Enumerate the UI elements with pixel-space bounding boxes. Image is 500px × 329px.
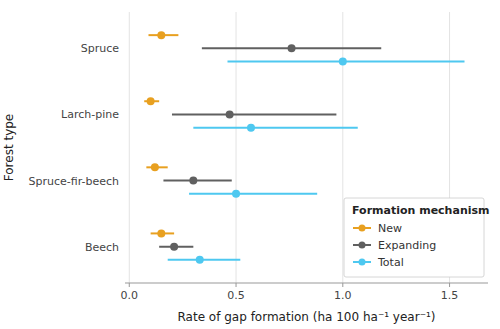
legend: Formation mechanism New Expanding Total xyxy=(344,198,490,277)
tick xyxy=(449,283,450,287)
y-axis: Spruce Larch-pine Spruce-fir-beech Beech xyxy=(29,42,120,253)
tick-label: Larch-pine xyxy=(61,108,119,121)
tick xyxy=(342,283,343,287)
x-axis-label: Rate of gap formation (ha 100 ha⁻¹ year⁻… xyxy=(178,310,436,324)
point xyxy=(147,97,155,105)
interval xyxy=(172,113,336,115)
legend-entry: Total xyxy=(377,256,404,269)
chart: 0.0 0.5 1.0 1.5 Rate of gap formation (ha 10… xyxy=(0,0,500,329)
legend-swatch xyxy=(359,225,366,232)
legend-entry: New xyxy=(378,222,402,235)
tick-label: 1.5 xyxy=(441,289,459,302)
axis-line xyxy=(125,283,488,284)
interval xyxy=(193,127,357,129)
point xyxy=(157,229,165,237)
point xyxy=(157,31,165,39)
grid xyxy=(129,12,449,283)
interval xyxy=(189,193,317,195)
point xyxy=(196,256,204,264)
legend-title: Formation mechanism xyxy=(352,204,490,217)
interval xyxy=(168,259,241,261)
grid-line xyxy=(129,12,130,283)
point xyxy=(339,58,347,66)
tick-label: 1.0 xyxy=(334,289,352,302)
point xyxy=(288,44,296,52)
point xyxy=(232,190,240,198)
y-axis-label: Forest type xyxy=(2,114,16,181)
point xyxy=(247,124,255,132)
x-axis: 0.0 0.5 1.0 1.5 xyxy=(121,283,488,302)
grid-line xyxy=(342,12,343,283)
tick-label: Beech xyxy=(85,241,119,254)
tick-label: Spruce xyxy=(81,42,120,55)
series xyxy=(144,31,178,237)
point xyxy=(226,110,234,118)
tick xyxy=(129,283,130,287)
point xyxy=(151,163,159,171)
legend-swatch xyxy=(359,259,366,266)
interval xyxy=(163,180,231,182)
legend-entry: Expanding xyxy=(378,239,436,252)
tick-label: Spruce-fir-beech xyxy=(29,175,120,188)
tick-label: 0.5 xyxy=(227,289,245,302)
legend-swatch xyxy=(359,242,366,249)
point xyxy=(189,177,197,185)
tick-label: 0.0 xyxy=(121,289,139,302)
grid-line xyxy=(236,12,237,283)
point xyxy=(170,243,178,251)
tick xyxy=(236,283,237,287)
